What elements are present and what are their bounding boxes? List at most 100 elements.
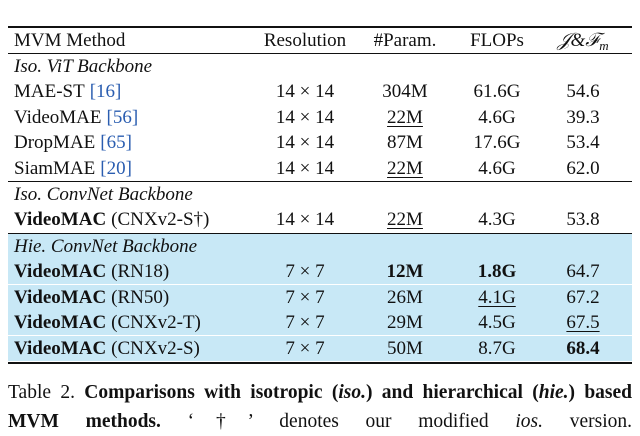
- header-cell: FLOPs: [470, 28, 524, 53]
- data-row: VideoMAC (CNXv2-S) 7 × 7 50M 8.7G 68.4: [8, 335, 632, 361]
- data-row: DropMAE [65] 14 × 14 87M 17.6G 53.4: [8, 130, 632, 155]
- cell-text: 53.8: [566, 209, 600, 231]
- data-cell: 29M: [387, 310, 423, 335]
- data-cell: 14 × 14: [276, 130, 334, 155]
- data-cell: 304M: [382, 79, 427, 104]
- method-name: MAE-ST: [14, 81, 85, 102]
- cell-text: 14 × 14: [275, 209, 335, 231]
- method-name: VideoMAC: [14, 209, 107, 231]
- cell-text: 4.3G: [478, 209, 516, 231]
- method-variant: (CNXv2-T): [111, 312, 201, 334]
- method-name: VideoMAC: [14, 312, 107, 334]
- header-text: Resolution: [263, 30, 347, 51]
- method-variant: (CNXv2-S): [111, 337, 200, 359]
- header-text: MVM Method: [14, 30, 126, 51]
- cell-text: 4.1G: [478, 286, 516, 308]
- data-cell: 50M: [387, 336, 423, 361]
- rule: [8, 181, 632, 183]
- header-text: #Param.: [373, 30, 437, 51]
- method-cell: MAE-ST [16]: [14, 79, 121, 104]
- method-name: VideoMAC: [14, 286, 107, 308]
- cell-text: 67.5: [566, 312, 600, 334]
- data-row: VideoMAC (RN50) 7 × 7 26M 4.1G 67.2: [8, 284, 632, 310]
- method-name: VideoMAC: [14, 261, 107, 282]
- method-variant: (RN50): [111, 286, 170, 308]
- section-row: Iso. ConvNet Backbone: [8, 182, 632, 207]
- caption-run: iso.: [338, 382, 366, 403]
- method-variant: (RN18): [111, 261, 170, 282]
- caption-run: version.: [569, 411, 633, 432]
- cell-text: 67.2: [566, 286, 600, 308]
- data-cell: 67.5: [566, 310, 599, 335]
- cell-text: 22M: [387, 157, 423, 179]
- header-text: 𝒥&ℱ: [557, 30, 600, 51]
- method-name: VideoMAC: [14, 337, 107, 359]
- citation: [65]: [100, 132, 132, 154]
- data-cell: 1.8G: [478, 259, 517, 284]
- header-cell: Resolution: [264, 28, 346, 53]
- section-title: Hie. ConvNet Backbone: [14, 236, 198, 257]
- method-cell: VideoMAC (CNXv2-T): [14, 310, 201, 335]
- cell-text: 61.6G: [473, 81, 521, 102]
- data-row: MAE-ST [16] 14 × 14 304M 61.6G 54.6: [8, 79, 632, 104]
- cell-text: 304M: [382, 81, 428, 102]
- method-cell: VideoMAC (CNXv2-S†): [14, 207, 209, 232]
- data-cell: 7 × 7: [285, 310, 324, 335]
- data-cell: 4.1G: [478, 285, 515, 310]
- data-cell: 14 × 14: [276, 105, 334, 130]
- section-row: Iso. ViT Backbone: [8, 54, 632, 79]
- data-cell: 61.6G: [474, 79, 521, 104]
- data-cell: 54.6: [566, 79, 599, 104]
- data-row: VideoMAE [56] 14 × 14 22M 4.6G 39.3: [8, 105, 632, 130]
- method-name: DropMAE: [14, 132, 96, 154]
- citation: [16]: [89, 81, 122, 102]
- data-cell: 4.5G: [478, 310, 515, 335]
- data-cell: 12M: [387, 259, 424, 284]
- header-cell: 𝒥&ℱm: [557, 28, 608, 58]
- cell-text: 29M: [387, 312, 423, 334]
- data-cell: 64.7: [566, 259, 599, 284]
- method-variant: (CNXv2-S†): [111, 209, 210, 231]
- data-cell: 4.6G: [478, 156, 515, 181]
- cell-text: 4.6G: [478, 157, 516, 179]
- cell-text: 7 × 7: [285, 337, 325, 359]
- data-cell: 17.6G: [474, 130, 521, 155]
- data-cell: 22M: [387, 207, 423, 232]
- method-cell: VideoMAC (RN18): [14, 259, 169, 284]
- method-cell: SiamMAE [20]: [14, 156, 132, 181]
- caption: Table 2. Comparisons with isotropic (iso…: [8, 378, 632, 436]
- method-cell: VideoMAE [56]: [14, 105, 138, 130]
- cell-text: 26M: [387, 286, 423, 308]
- caption-run: hie.: [538, 382, 569, 403]
- data-cell: 7 × 7: [285, 259, 324, 284]
- cell-text: 17.6G: [473, 132, 521, 154]
- header-cell: MVM Method: [14, 28, 125, 53]
- cell-text: 22M: [387, 106, 423, 128]
- rule: [8, 362, 632, 364]
- data-cell: 26M: [387, 285, 423, 310]
- data-cell: 14 × 14: [276, 79, 334, 104]
- method-cell: VideoMAC (RN50): [14, 285, 169, 310]
- method-name: VideoMAE: [14, 106, 102, 128]
- header-row: MVM Method Resolution #Param. FLOPs 𝒥&ℱm: [8, 28, 632, 53]
- rule: [8, 53, 632, 54]
- data-cell: 7 × 7: [285, 336, 324, 361]
- cell-text: 4.5G: [478, 312, 516, 334]
- data-cell: 62.0: [566, 156, 599, 181]
- data-cell: 39.3: [566, 105, 599, 130]
- data-cell: 22M: [387, 105, 423, 130]
- cell-text: 39.3: [566, 106, 600, 128]
- method-cell: VideoMAC (CNXv2-S): [14, 336, 200, 361]
- section-row: Hie. ConvNet Backbone: [8, 234, 632, 259]
- data-row: VideoMAC (CNXv2-S†) 14 × 14 22M 4.3G 53.8: [8, 207, 632, 232]
- caption-run: ios.: [515, 411, 544, 432]
- header-sub: m: [599, 38, 609, 53]
- cell-text: 12M: [386, 261, 424, 282]
- cell-text: 64.7: [566, 261, 600, 282]
- cell-text: 1.8G: [477, 261, 517, 282]
- cell-text: 14 × 14: [275, 106, 335, 128]
- cell-text: 62.0: [566, 157, 600, 179]
- cell-text: 68.4: [566, 337, 600, 359]
- cell-text: 54.6: [566, 81, 600, 102]
- cell-text: 50M: [387, 337, 423, 359]
